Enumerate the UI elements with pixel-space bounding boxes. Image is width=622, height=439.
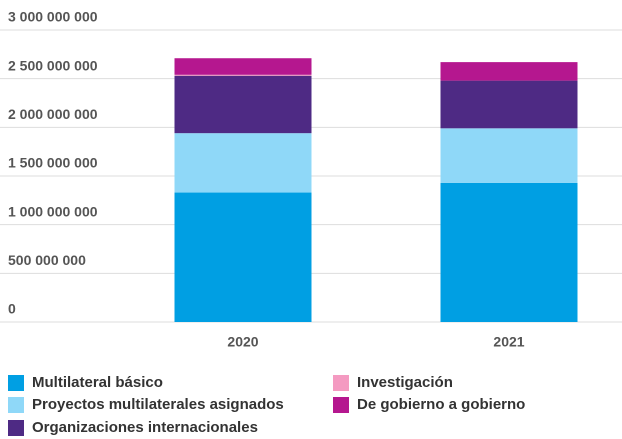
y-tick-label: 1 500 000 000: [8, 155, 98, 171]
legend-label: Organizaciones internacionales: [32, 419, 258, 436]
legend-swatch: [333, 397, 349, 413]
y-tick-label: 1 000 000 000: [8, 203, 98, 219]
legend-swatch: [333, 375, 349, 391]
y-tick-label: 2 000 000 000: [8, 106, 98, 122]
y-tick-label: 0: [8, 301, 16, 317]
bar-segment: [174, 133, 312, 193]
bar-segment: [174, 75, 312, 134]
y-tick-label: 2 500 000 000: [8, 57, 98, 73]
x-tick-label: 2020: [227, 334, 258, 350]
bar-segment: [174, 58, 312, 75]
legend-label: Proyectos multilaterales asignados: [32, 396, 284, 413]
legend-label: Investigación: [357, 374, 453, 391]
bar-segment: [440, 128, 578, 183]
bar-segment: [174, 74, 312, 76]
legend-label: Multilateral básico: [32, 374, 163, 391]
y-tick-label: 3 000 000 000: [8, 9, 98, 25]
x-tick-label: 2021: [493, 334, 524, 350]
bar-segment: [440, 182, 578, 322]
legend-swatch: [8, 420, 24, 436]
legend-label: De gobierno a gobierno: [357, 396, 525, 413]
y-tick-label: 500 000 000: [8, 252, 86, 268]
bar-segment: [174, 192, 312, 322]
bar-segment: [440, 62, 578, 81]
legend-swatch: [8, 397, 24, 413]
legend-swatch: [8, 375, 24, 391]
bar-segment: [440, 80, 578, 129]
